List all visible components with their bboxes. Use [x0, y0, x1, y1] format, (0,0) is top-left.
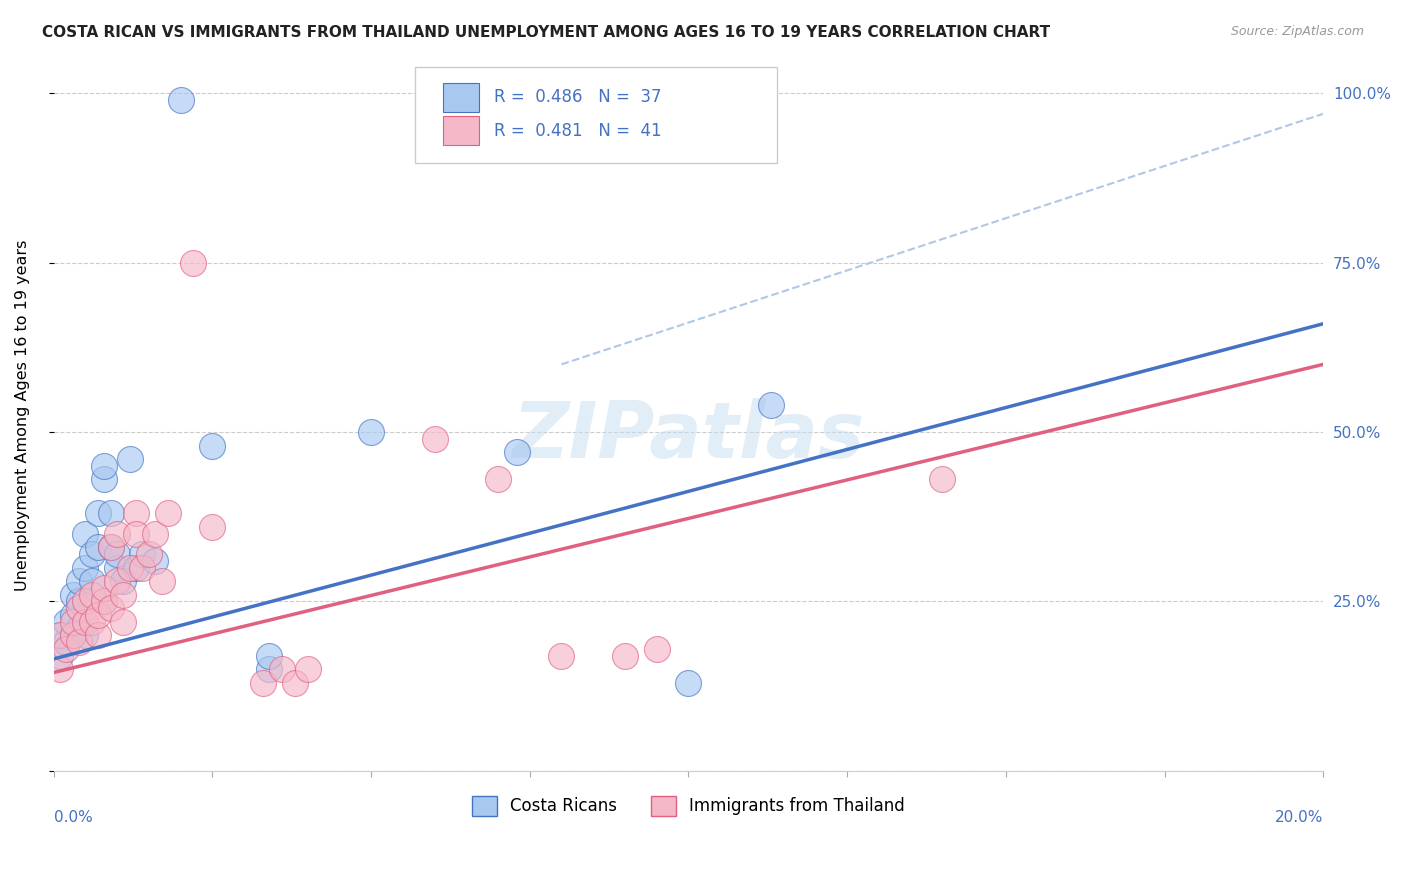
Point	[143, 526, 166, 541]
Point	[100, 507, 122, 521]
Point	[75, 594, 97, 608]
Point	[55, 641, 77, 656]
Point	[100, 540, 122, 554]
Legend: Costa Ricans, Immigrants from Thailand: Costa Ricans, Immigrants from Thailand	[465, 789, 911, 822]
Point	[75, 628, 97, 642]
Point	[49, 648, 72, 663]
Point	[201, 439, 224, 453]
Point	[62, 628, 84, 642]
Point	[80, 615, 103, 629]
Point	[360, 425, 382, 439]
Point	[759, 398, 782, 412]
Point	[62, 628, 84, 642]
FancyBboxPatch shape	[443, 83, 479, 112]
Text: ZIPatlas: ZIPatlas	[512, 399, 865, 475]
Point	[49, 662, 72, 676]
Point	[87, 628, 110, 642]
Point	[125, 526, 148, 541]
Point	[75, 560, 97, 574]
Point	[150, 574, 173, 588]
Point	[93, 581, 115, 595]
Y-axis label: Unemployment Among Ages 16 to 19 years: Unemployment Among Ages 16 to 19 years	[15, 239, 30, 591]
Point	[156, 507, 179, 521]
Point	[55, 635, 77, 649]
Point	[125, 507, 148, 521]
Point	[181, 256, 204, 270]
Point	[93, 594, 115, 608]
Point	[645, 641, 668, 656]
Point	[131, 560, 153, 574]
Point	[75, 526, 97, 541]
Point	[271, 662, 294, 676]
Point	[62, 588, 84, 602]
Point	[87, 507, 110, 521]
Point	[118, 560, 141, 574]
Point	[143, 554, 166, 568]
Point	[486, 473, 509, 487]
Point	[423, 432, 446, 446]
Text: 0.0%: 0.0%	[53, 810, 93, 825]
Point	[93, 473, 115, 487]
Point	[506, 445, 529, 459]
Point	[75, 615, 97, 629]
Point	[87, 607, 110, 622]
Text: 20.0%: 20.0%	[1275, 810, 1323, 825]
Point	[49, 628, 72, 642]
Text: COSTA RICAN VS IMMIGRANTS FROM THAILAND UNEMPLOYMENT AMONG AGES 16 TO 19 YEARS C: COSTA RICAN VS IMMIGRANTS FROM THAILAND …	[42, 25, 1050, 40]
Point	[112, 574, 135, 588]
Point	[105, 574, 128, 588]
Point	[67, 574, 90, 588]
Point	[55, 615, 77, 629]
Point	[259, 648, 281, 663]
Point	[201, 520, 224, 534]
Point	[67, 594, 90, 608]
Point	[112, 588, 135, 602]
Point	[284, 675, 307, 690]
Point	[169, 93, 191, 107]
Point	[80, 588, 103, 602]
Point	[259, 662, 281, 676]
Point	[118, 452, 141, 467]
Point	[87, 540, 110, 554]
Point	[931, 473, 953, 487]
Point	[62, 607, 84, 622]
Point	[93, 594, 115, 608]
Point	[131, 547, 153, 561]
FancyBboxPatch shape	[415, 67, 778, 162]
Point	[550, 648, 572, 663]
Point	[80, 574, 103, 588]
Point	[49, 628, 72, 642]
Text: R =  0.481   N =  41: R = 0.481 N = 41	[494, 121, 662, 140]
FancyBboxPatch shape	[443, 117, 479, 145]
Point	[80, 547, 103, 561]
Point	[678, 675, 700, 690]
Point	[105, 547, 128, 561]
Text: R =  0.486   N =  37: R = 0.486 N = 37	[494, 88, 662, 106]
Point	[105, 560, 128, 574]
Point	[100, 540, 122, 554]
Point	[138, 547, 160, 561]
Point	[67, 601, 90, 615]
Point	[100, 601, 122, 615]
Text: Source: ZipAtlas.com: Source: ZipAtlas.com	[1230, 25, 1364, 38]
Point	[112, 615, 135, 629]
Point	[297, 662, 319, 676]
Point	[93, 458, 115, 473]
Point	[105, 526, 128, 541]
Point	[613, 648, 636, 663]
Point	[62, 615, 84, 629]
Point	[252, 675, 274, 690]
Point	[125, 560, 148, 574]
Point	[67, 635, 90, 649]
Point	[67, 622, 90, 636]
